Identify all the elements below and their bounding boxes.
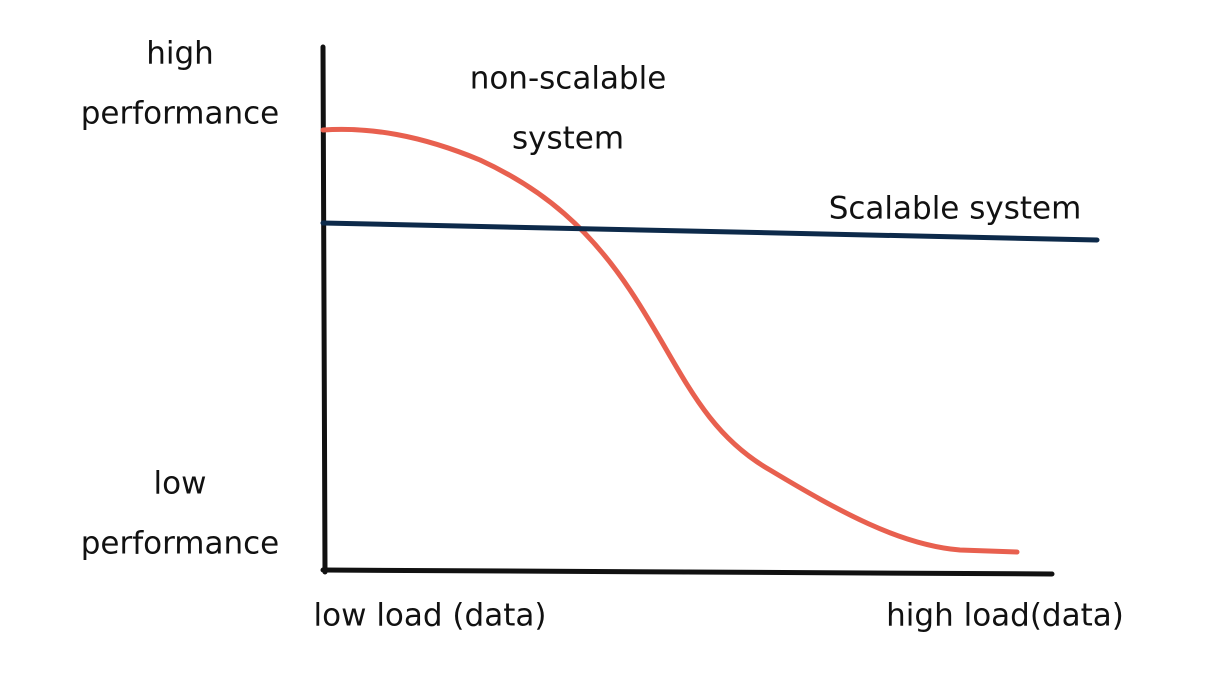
scalable-line bbox=[320, 220, 1100, 243]
x-low-label: low load (data) bbox=[314, 598, 547, 634]
y-low-label: low bbox=[154, 466, 207, 502]
y-high-label: performance bbox=[81, 96, 280, 132]
x-axis bbox=[320, 567, 1055, 577]
y-high-label: high bbox=[146, 36, 214, 72]
curve-label: system bbox=[512, 121, 624, 157]
y-low-label: performance bbox=[81, 526, 280, 562]
y-axis bbox=[320, 44, 328, 575]
x-high-label: high load(data) bbox=[886, 598, 1124, 634]
curve-label: Scalable system bbox=[829, 191, 1082, 227]
non-scalable-curve bbox=[320, 126, 1020, 555]
curve-label: non-scalable bbox=[470, 61, 667, 97]
